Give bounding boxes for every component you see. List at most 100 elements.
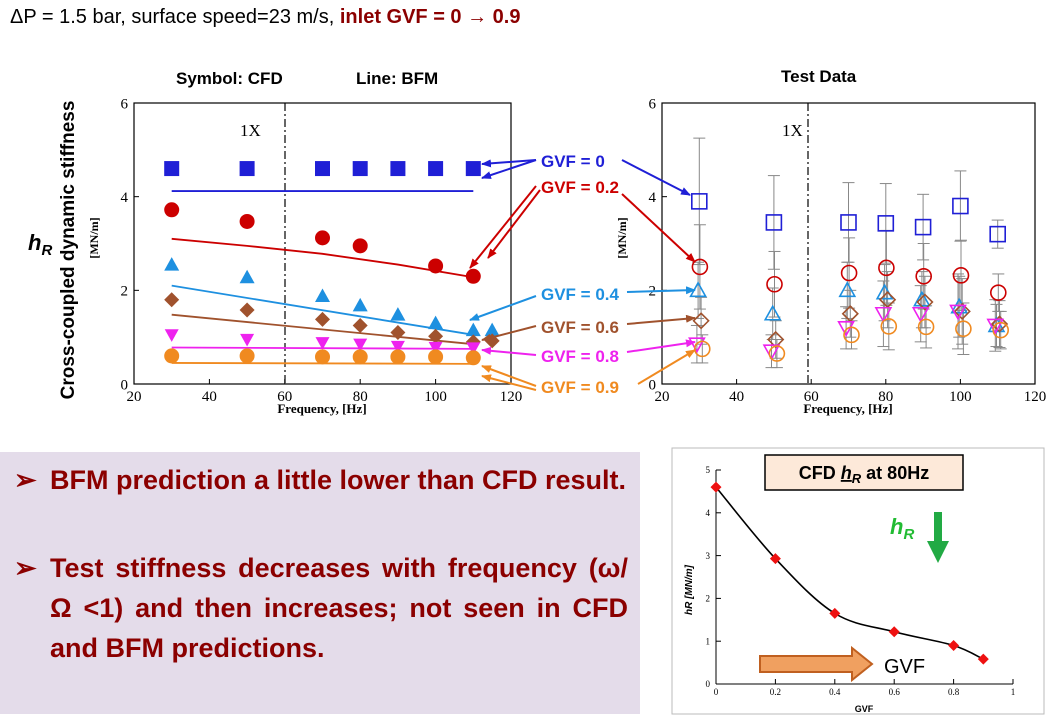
test-marker-gvf-0 (989, 225, 1007, 243)
inset-point-marker (710, 481, 722, 493)
cfd-marker-gvf-0-4 (352, 297, 368, 312)
left-yunit: [MN/m] (87, 217, 101, 258)
bfm-line-gvf-0-6 (171, 313, 474, 346)
inset-gvf-arrow (759, 645, 874, 683)
bullet-2-text: Test stiffness decreases with frequency … (50, 553, 628, 663)
arrow-gvf08-left (481, 346, 537, 356)
inset-xtick-label-0-2: 0.2 (770, 687, 781, 697)
cfd-marker-gvf-0 (352, 161, 368, 177)
right-plot-frame (661, 102, 1036, 385)
legend-gvf06: GVF = 0.6 (541, 318, 619, 337)
right-error-bars (690, 137, 1007, 369)
legend-gvf09: GVF = 0.9 (541, 378, 619, 397)
left-title-symbol: Symbol: CFD (176, 69, 283, 88)
arrow-gvf09-left2 (481, 374, 537, 391)
inset-chart: 0 0.2 0.4 0.6 0.8 1 0 1 2 3 4 5 hR [MN/m] GVF CFD h… (671, 447, 1045, 715)
bullet-1-text: BFM prediction a little lower than CFD r… (50, 465, 627, 495)
cfd-marker-gvf-0-6 (315, 311, 330, 327)
bullet-arrow-icon: ➢ (14, 465, 37, 495)
test-marker-gvf-0-8 (837, 320, 855, 337)
right-ytick-label-0: 0 (649, 377, 657, 393)
test-marker-gvf-0-4 (838, 281, 857, 298)
right-1x-label: 1X (782, 121, 803, 140)
cfd-marker-gvf-0-8 (428, 341, 443, 355)
test-marker-gvf-0-9 (992, 321, 1010, 339)
cfd-marker-gvf-0-9 (315, 349, 330, 365)
left-ytick-label-0: 0 (121, 377, 129, 393)
arrow-gvf06-right (626, 314, 696, 325)
cfd-marker-gvf-0 (465, 161, 481, 177)
cfd-marker-gvf-0-9 (239, 348, 255, 364)
cfd-marker-gvf-0-6 (352, 317, 368, 333)
inset-title: CFD hR at 80Hz (799, 463, 929, 486)
test-marker-gvf-0-9 (693, 340, 711, 358)
test-marker-gvf-0-8 (911, 306, 930, 323)
legend-gvf0: GVF = 0 (541, 152, 605, 171)
inset-xtick-label-1: 1 (1011, 687, 1016, 697)
inset-point-marker (977, 653, 989, 665)
test-marker-gvf-0-2 (915, 267, 933, 285)
bullet-1: ➢ BFM prediction a little lower than CFD… (14, 460, 628, 500)
test-marker-gvf-0 (690, 193, 708, 210)
conclusion-box: ➢ BFM prediction a little lower than CFD… (0, 452, 640, 714)
inset-ytick-label-3: 3 (706, 551, 711, 561)
inset-xtick-label-0-8: 0.8 (948, 687, 960, 697)
right-xtick-label-80: 80 (878, 389, 893, 405)
left-ylabel: Cross-coupled dynamic stiffness (58, 101, 79, 400)
test-marker-gvf-0-6 (767, 330, 785, 349)
arrow-gvf04-left (469, 295, 537, 321)
test-marker-gvf-0-8 (874, 306, 893, 323)
inset-point-marker (948, 639, 960, 651)
test-marker-gvf-0-9 (955, 320, 972, 338)
inset-ytick-label-0: 0 (706, 679, 711, 689)
test-marker-gvf-0-8 (762, 344, 781, 361)
left-xtick-label-20: 20 (127, 389, 142, 405)
cfd-marker-gvf-0-8 (240, 333, 255, 347)
inset-xlabel: GVF (855, 704, 874, 714)
inset-xtick-label-0-4: 0.4 (829, 687, 841, 697)
right-xtick-label-120: 120 (1024, 389, 1047, 405)
cfd-marker-gvf-0-6 (164, 292, 180, 308)
left-axis-ticks: 20 40 60 80 100 120 0 2 4 6 (121, 96, 523, 405)
arrow-gvf04-right (626, 286, 696, 295)
cfd-marker-gvf-0-2 (352, 238, 368, 254)
cfd-marker-gvf-0-9 (164, 348, 180, 364)
cfd-marker-gvf-0-4 (164, 257, 180, 271)
inset-gvf-arrow-label: GVF (884, 656, 925, 678)
inset-point-marker (829, 607, 841, 619)
arrow-gvf02-right (621, 193, 696, 263)
inset-point-marker (769, 553, 781, 565)
arrow-gvf02-left (469, 185, 537, 269)
arrow-gvf08-right (626, 339, 696, 353)
bfm-line-gvf-0-2 (171, 237, 474, 279)
inset-ylabel: hR [MN/m] (684, 564, 695, 615)
header-inlet-gvf: inlet GVF = 0 → 0.9 (339, 6, 521, 28)
cfd-marker-gvf-0-6 (428, 328, 444, 344)
arrow-gvf09-right (637, 349, 696, 385)
cfd-marker-gvf-0-2 (428, 258, 444, 274)
test-marker-gvf-0-2 (766, 275, 783, 293)
bullet-2: ➢ Test stiffness decreases with frequenc… (14, 548, 628, 668)
test-marker-gvf-0-2 (878, 259, 895, 277)
right-test-markers (688, 193, 1010, 362)
cfd-marker-gvf-0-2 (239, 213, 255, 229)
arrow-gvf0-left2 (481, 159, 537, 179)
legend-gvf02: GVF = 0.2 (541, 178, 619, 197)
inset-ytick-label-4: 4 (706, 508, 711, 518)
bfm-line-gvf-0-4 (171, 284, 474, 336)
test-marker-gvf-0-6 (953, 302, 971, 321)
test-marker-gvf-0 (840, 214, 857, 231)
inset-xtick-label-0: 0 (714, 687, 719, 697)
inset-markers (710, 481, 989, 665)
test-marker-gvf-0-9 (917, 318, 935, 336)
test-marker-gvf-0 (914, 218, 932, 236)
right-ytick-label-4: 4 (649, 190, 657, 206)
legend-gvf04: GVF = 0.4 (541, 285, 619, 304)
cfd-marker-gvf-0-4 (239, 269, 255, 284)
left-xtick-label-60: 60 (277, 389, 292, 405)
inset-hr-down-arrow (927, 512, 949, 563)
test-marker-gvf-0-4 (763, 304, 782, 321)
cfd-marker-gvf-0-9 (352, 349, 368, 365)
